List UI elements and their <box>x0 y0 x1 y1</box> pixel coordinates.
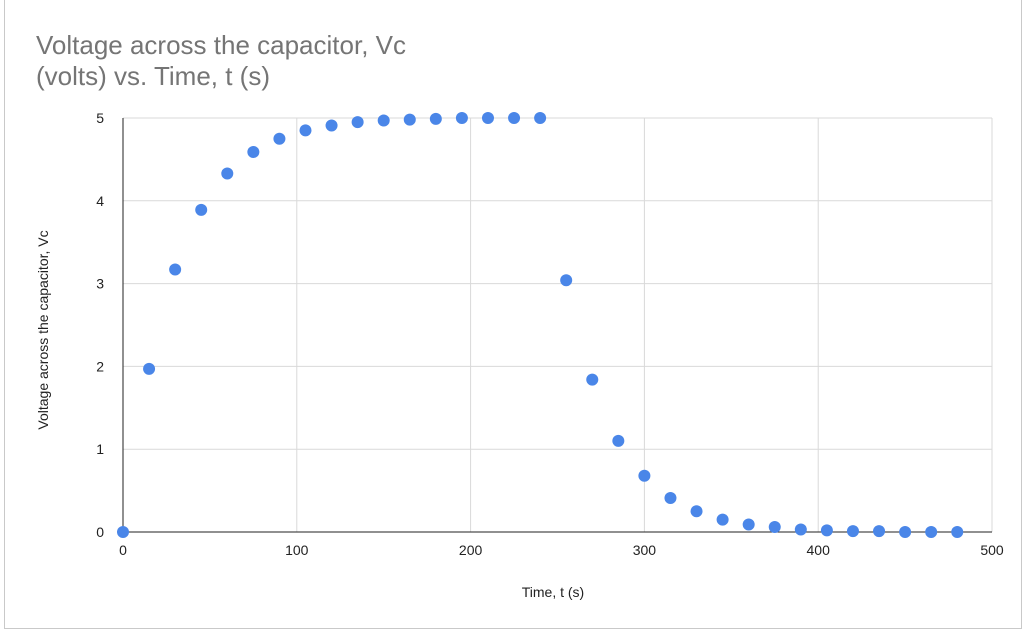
data-point <box>690 505 703 518</box>
x-tick-label: 200 <box>459 542 483 558</box>
x-axis-label: Time, t (s) <box>522 584 584 600</box>
data-point <box>820 524 833 537</box>
data-point <box>403 113 416 126</box>
y-tick-label: 2 <box>96 358 104 374</box>
data-point <box>143 362 156 375</box>
data-point <box>273 132 286 145</box>
data-point <box>899 526 912 538</box>
y-tick-label: 3 <box>96 276 104 292</box>
data-point <box>195 203 208 216</box>
data-point <box>169 263 182 276</box>
data-point <box>377 114 390 127</box>
chart-frame <box>4 0 1022 629</box>
data-point <box>768 521 781 534</box>
data-point <box>925 526 938 538</box>
axes <box>122 118 992 533</box>
x-tick-label: 300 <box>633 542 657 558</box>
y-tick-label: 4 <box>96 193 104 209</box>
data-point <box>325 119 338 132</box>
data-point <box>221 167 234 180</box>
data-point <box>534 112 547 124</box>
x-tick-label: 400 <box>807 542 831 558</box>
data-point <box>873 525 886 538</box>
y-tick-labels: 0 1 2 3 4 5 <box>96 110 104 540</box>
data-points <box>117 112 964 538</box>
data-point <box>951 526 964 538</box>
chart-title-line-1: Voltage across the capacitor, Vc <box>36 30 406 60</box>
data-point <box>481 112 494 124</box>
data-point <box>716 513 729 526</box>
data-point <box>508 112 521 124</box>
data-point <box>560 274 573 287</box>
data-point <box>429 112 442 125</box>
data-point <box>794 523 807 536</box>
data-point <box>117 526 129 538</box>
data-point <box>247 145 260 158</box>
data-point <box>612 434 625 447</box>
data-point <box>455 112 468 124</box>
data-point <box>742 518 755 531</box>
data-point <box>664 492 677 505</box>
chart-title-line-2: (volts) vs. Time, t (s) <box>36 61 270 91</box>
x-tick-label: 0 <box>119 542 127 558</box>
x-tick-label: 500 <box>980 542 1004 558</box>
data-point <box>846 525 859 538</box>
y-tick-label: 5 <box>96 110 104 126</box>
data-point <box>299 124 312 137</box>
x-tick-labels: 0 100 200 300 400 500 <box>119 542 1004 558</box>
y-tick-label: 1 <box>96 441 104 457</box>
grid-lines <box>123 117 993 532</box>
y-axis-label: Voltage across the capacitor, Vc <box>35 230 51 429</box>
data-point <box>638 469 651 482</box>
data-point <box>351 116 364 129</box>
data-point <box>586 373 599 386</box>
x-tick-label: 100 <box>285 542 309 558</box>
chart-title: Voltage across the capacitor, Vc (volts)… <box>36 30 516 92</box>
y-tick-label: 0 <box>96 524 104 540</box>
